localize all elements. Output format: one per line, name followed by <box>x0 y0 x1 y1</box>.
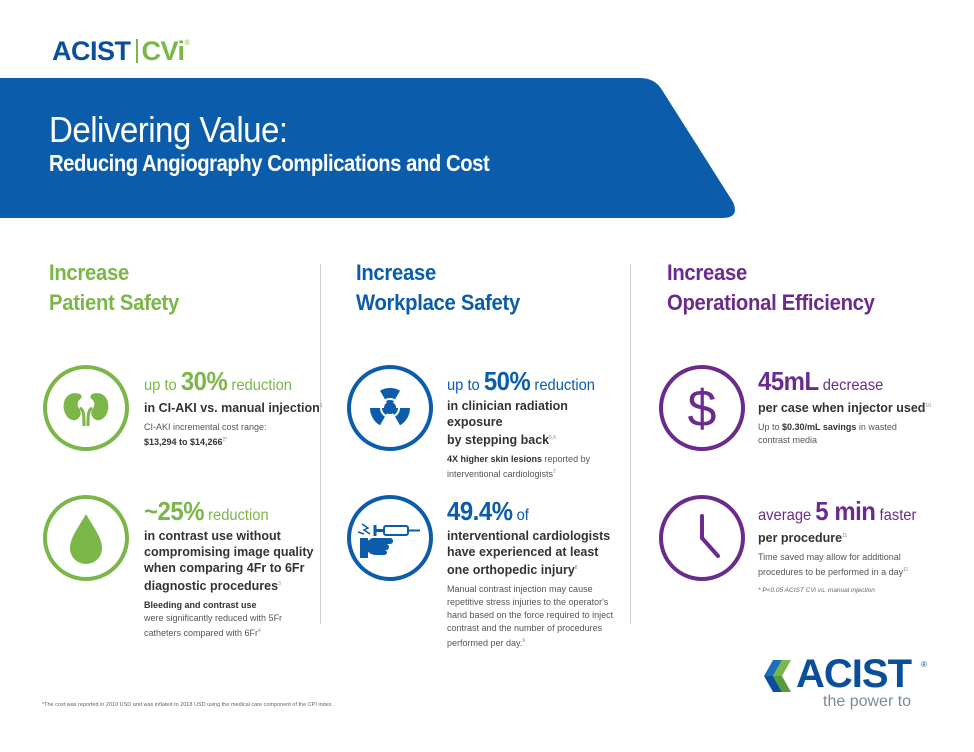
stat-detail: 4X higher skin lesions reported by inter… <box>447 454 591 480</box>
stat-description: in contrast use without compromising ima… <box>144 529 314 594</box>
dollar-glyph: $ <box>688 380 717 438</box>
stat-detail: Bleeding and contrast use were significa… <box>144 600 283 639</box>
logo-acist-text: ACIST <box>52 35 131 66</box>
stat-detail: Manual contrast injection may cause repe… <box>447 584 614 649</box>
stat-detail: Up to $0.30/mL savings in wasted contras… <box>758 422 897 446</box>
kidney-icon <box>42 364 130 452</box>
stat-headline: up to 50% reduction <box>447 366 595 396</box>
patient-stat-2: ~25% reduction in contrast use without c… <box>144 496 314 640</box>
heading-line: Increase <box>667 260 747 285</box>
acist-cvi-logo: ACIST CVi ® <box>52 36 190 66</box>
stat-description: interventional cardiologists have experi… <box>447 529 611 578</box>
logo-divider <box>135 39 138 63</box>
radiation-icon <box>346 364 434 452</box>
workplace-stat-1: up to 50% reduction in clinician radiati… <box>447 366 622 481</box>
workplace-safety-heading: Increase Workplace Safety <box>356 258 520 318</box>
heading-line: Increase <box>49 260 129 285</box>
efficiency-stat-1: 45mL decrease per case when injector use… <box>758 366 933 447</box>
hand-injury-icon <box>346 494 434 582</box>
stat-value: 5 min <box>815 496 876 526</box>
heading-line: Workplace Safety <box>356 290 520 315</box>
stat-description: in CI-AKI vs. manual injection1 <box>144 401 323 416</box>
stat-headline: average 5 min faster <box>758 496 917 526</box>
stat-headline: up to 30% reduction <box>144 366 292 396</box>
dollar-icon: $ <box>658 364 746 452</box>
stat-description: per case when injector used10 <box>758 401 931 416</box>
patient-stat-1: up to 30% reduction in CI-AKI vs. manual… <box>144 366 323 449</box>
page-subtitle: Reducing Angiography Complications and C… <box>49 150 490 176</box>
column-divider <box>320 264 321 624</box>
stat-description: per procedure11 <box>758 531 848 546</box>
stat-headline: 45mL decrease <box>758 366 884 396</box>
contrast-drop-icon <box>42 494 130 582</box>
significance-note: * P<0.05 ACIST CVi vs. manual injection <box>758 587 875 595</box>
page-title: Delivering Value: <box>49 109 288 150</box>
heading-line: Increase <box>356 260 436 285</box>
logo-registered-mark: ® <box>921 660 927 669</box>
clock-icon <box>658 494 746 582</box>
patient-safety-heading: Increase Patient Safety <box>49 258 179 318</box>
stat-value: 50% <box>483 366 531 396</box>
stat-value: 49.4% <box>447 496 513 526</box>
stat-headline: ~25% reduction <box>144 496 269 526</box>
column-divider <box>630 264 631 624</box>
stat-detail: Time saved may allow for additional proc… <box>758 552 909 578</box>
stat-value: ~25% <box>144 496 205 526</box>
logo-cvi-text: CVi <box>141 35 186 66</box>
footnote: *The cost was reported in 2010 USD and w… <box>42 702 334 708</box>
stat-headline: 49.4% of <box>447 496 529 526</box>
stat-description: in clinician radiation exposure by stepp… <box>447 399 568 448</box>
heading-line: Operational Efficiency <box>667 290 875 315</box>
heading-line: Patient Safety <box>49 290 179 315</box>
operational-efficiency-heading: Increase Operational Efficiency <box>667 258 875 318</box>
stat-value: 30% <box>180 366 228 396</box>
logo-registered-mark: ® <box>184 40 190 47</box>
title-banner <box>0 78 735 218</box>
acist-logo-text: ACIST <box>796 652 912 696</box>
efficiency-stat-2: average 5 min faster per procedure11 Tim… <box>758 496 933 595</box>
workplace-stat-2: 49.4% of interventional cardiologists ha… <box>447 496 622 650</box>
logo-tagline: the power to <box>823 693 912 710</box>
stat-value: 45mL <box>758 366 819 396</box>
acist-logo-mark <box>764 660 791 692</box>
stat-detail: CI-AKI incremental cost range: $13,294 t… <box>144 422 267 448</box>
